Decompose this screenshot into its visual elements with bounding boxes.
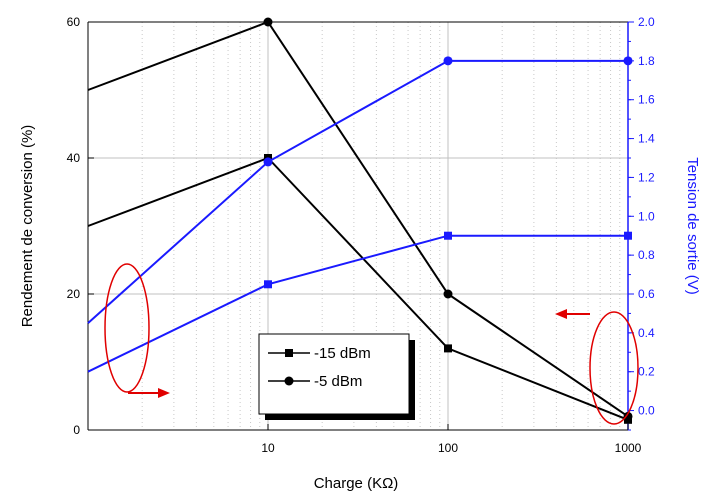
legend: -15 dBm -5 dBm: [258, 333, 415, 420]
annotation-right-ellipse: [589, 311, 639, 425]
data-point-circle: [443, 289, 453, 299]
series-line: [87, 234, 628, 373]
square-marker-icon: [285, 349, 293, 357]
tick-labels: 10 100 1000 0 20 40 60 0.0 0.2 0.4 0.6 0.8 1.0 1.2 1.4…: [67, 15, 655, 455]
data-point-circle: [443, 56, 453, 66]
y-right-tick-label: 0.6: [638, 287, 655, 301]
data-point-square: [264, 280, 272, 289]
series-right-5dbm: [87, 56, 633, 324]
y-right-tick-label: 2.0: [638, 15, 655, 29]
y-right-tick-label: 1.0: [638, 209, 655, 223]
data-point-circle: [263, 17, 273, 27]
x-tick-label: 1000: [615, 441, 642, 455]
circle-marker-icon: [284, 376, 294, 386]
y-left-tick-label: 60: [67, 15, 81, 29]
y-right-tick-label: 0.2: [638, 365, 655, 379]
y-left-axis-label: Rendement de conversion (%): [19, 125, 36, 328]
legend-label-minus5dbm: -5 dBm: [314, 373, 362, 390]
y-left-tick-label: 0: [73, 423, 80, 437]
legend-item-minus5dbm: -5 dBm: [268, 373, 362, 390]
y-right-tick-label: 1.8: [638, 54, 655, 68]
data-point-square: [444, 231, 452, 240]
legend-item-minus15dbm: -15 dBm: [268, 345, 371, 362]
data-point-square: [444, 344, 452, 353]
y-right-tick-label: 1.2: [638, 170, 655, 184]
series-left-5dbm: [87, 17, 633, 421]
y-left-tick-label: 20: [67, 287, 81, 301]
y-right-axis-label: Tension de sortie (V): [684, 157, 701, 295]
annotation-left-ellipse: [104, 263, 150, 393]
y-right-tick-label: 1.6: [638, 93, 655, 107]
y-right-tick-label: 0.4: [638, 326, 655, 340]
y-right-tick-label: 0.0: [638, 404, 655, 418]
y-right-tick-label: 1.4: [638, 132, 655, 146]
data-point-circle: [623, 411, 633, 421]
x-tick-label: 10: [261, 441, 275, 455]
series-line: [87, 156, 629, 421]
y-left-tick-label: 40: [67, 151, 81, 165]
y-right-tick-label: 0.8: [638, 248, 655, 262]
legend-label-minus15dbm: -15 dBm: [314, 345, 371, 362]
annotation-right-arrow-icon: [128, 388, 170, 398]
annotation-left-arrow-icon: [555, 309, 590, 319]
x-tick-label: 100: [438, 441, 458, 455]
series-line: [87, 20, 629, 418]
series-line: [87, 59, 628, 324]
x-axis-label: Charge (KΩ): [314, 475, 399, 492]
data-point-circle: [263, 157, 273, 167]
